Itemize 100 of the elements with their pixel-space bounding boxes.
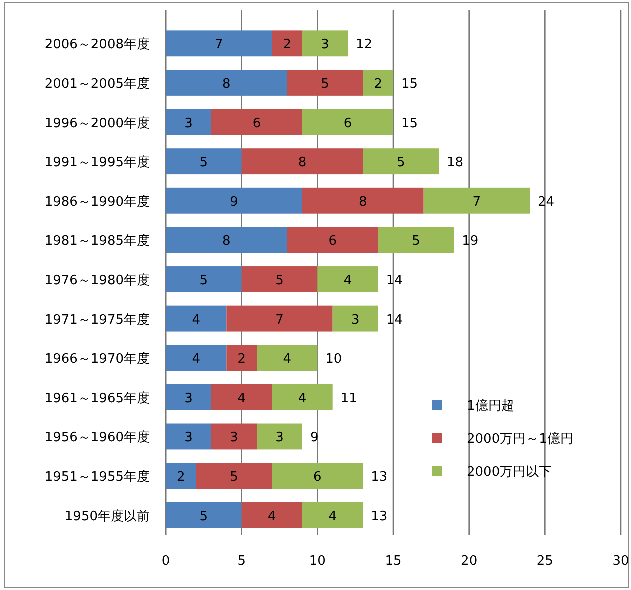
y-tick-label: 1991～1995年度 [44, 154, 150, 171]
legend-label: 2000万円以下 [467, 465, 552, 480]
bar [242, 502, 302, 528]
data-label: 4 [328, 509, 337, 524]
x-tick-label: 10 [309, 554, 326, 569]
bar [212, 424, 257, 450]
bar [166, 384, 212, 410]
bar [272, 463, 364, 490]
x-tick-label: 30 [612, 554, 630, 569]
total-label: 9 [310, 430, 319, 446]
data-label: 2 [283, 38, 292, 53]
data-label: 4 [283, 352, 292, 368]
bar [257, 345, 318, 372]
bar [302, 188, 424, 214]
total-label: 13 [371, 509, 388, 524]
bar [287, 70, 364, 96]
y-tick-label: 1956～1960年度 [44, 430, 150, 446]
legend-label: 1億円超 [467, 399, 514, 414]
data-label: 6 [328, 234, 337, 250]
y-tick-label: 1986～1990年度 [44, 194, 150, 210]
data-label: 8 [222, 234, 231, 250]
data-label: 7 [276, 312, 284, 328]
data-label: 3 [184, 116, 193, 132]
total-label: 14 [386, 274, 403, 288]
data-label: 3 [184, 391, 193, 406]
bar [166, 266, 242, 292]
bar [302, 30, 348, 57]
x-tick-label: 25 [536, 554, 554, 569]
bar [363, 70, 394, 96]
data-label: 8 [298, 156, 307, 171]
data-label: 5 [230, 470, 238, 486]
y-tick-label: 2001～2005年度 [44, 76, 150, 92]
data-label: 5 [276, 274, 284, 288]
bar [302, 502, 364, 528]
bar [257, 424, 302, 450]
x-tick-label: 0 [162, 554, 170, 569]
y-tick-label: 1950年度以前 [64, 508, 150, 524]
total-label: 10 [326, 352, 342, 368]
y-tick-label: 1976～1980年度 [44, 272, 150, 288]
total-label: 15 [402, 76, 418, 92]
bar [272, 384, 333, 410]
data-label: 7 [214, 38, 224, 53]
data-label: 5 [200, 274, 208, 288]
x-tick-label: 5 [238, 554, 246, 569]
bar [166, 463, 196, 490]
y-tick-label: 1961～1965年度 [44, 390, 150, 406]
bar [196, 463, 272, 490]
bar [318, 266, 378, 292]
y-tick-label: 1951～1955年度 [44, 469, 150, 486]
data-label: 7 [472, 194, 482, 210]
y-tick-label: 2006～2008年度 [44, 36, 150, 53]
total-label: 15 [402, 116, 418, 132]
data-label: 5 [200, 509, 208, 524]
data-label: 8 [222, 76, 231, 92]
data-label: 4 [238, 391, 246, 406]
bar [226, 345, 257, 372]
bar [166, 30, 272, 57]
bar [287, 227, 378, 254]
bar [166, 424, 212, 450]
bar [166, 70, 288, 96]
y-tick-label: 1971～1975年度 [44, 312, 150, 328]
data-label: 3 [321, 38, 330, 53]
y-tick-label: 1981～1985年度 [44, 233, 150, 250]
bar [378, 227, 454, 254]
total-label: 24 [538, 194, 555, 210]
bar [272, 30, 302, 57]
bar [166, 109, 212, 136]
total-label: 13 [371, 470, 388, 486]
bar [212, 384, 272, 410]
data-label: 3 [276, 430, 284, 446]
data-label: 4 [344, 274, 352, 288]
total-label: 12 [356, 38, 373, 53]
total-label: 11 [340, 391, 358, 406]
data-label: 6 [252, 116, 262, 132]
bar [332, 306, 378, 332]
data-label: 3 [351, 312, 360, 328]
data-label: 4 [298, 391, 307, 406]
bar [424, 188, 530, 214]
data-label: 5 [412, 234, 420, 250]
bar [166, 502, 242, 528]
bar [302, 109, 394, 136]
data-label: 5 [396, 156, 406, 171]
data-label: 5 [200, 156, 208, 171]
data-label: 6 [314, 470, 322, 486]
data-label: 8 [359, 194, 368, 210]
data-label: 4 [192, 352, 200, 368]
data-label: 3 [184, 430, 193, 446]
x-tick-label: 15 [385, 554, 402, 569]
bar [166, 306, 227, 332]
x-tick-label: 20 [461, 554, 478, 569]
total-label: 18 [447, 156, 464, 171]
data-label: 2 [238, 352, 246, 368]
bar [212, 109, 302, 136]
total-label: 19 [462, 234, 479, 250]
data-label: 2 [374, 76, 382, 92]
bar [166, 188, 302, 214]
bar [166, 148, 242, 175]
bar [242, 148, 364, 175]
bar [166, 227, 288, 254]
bar [166, 345, 227, 372]
